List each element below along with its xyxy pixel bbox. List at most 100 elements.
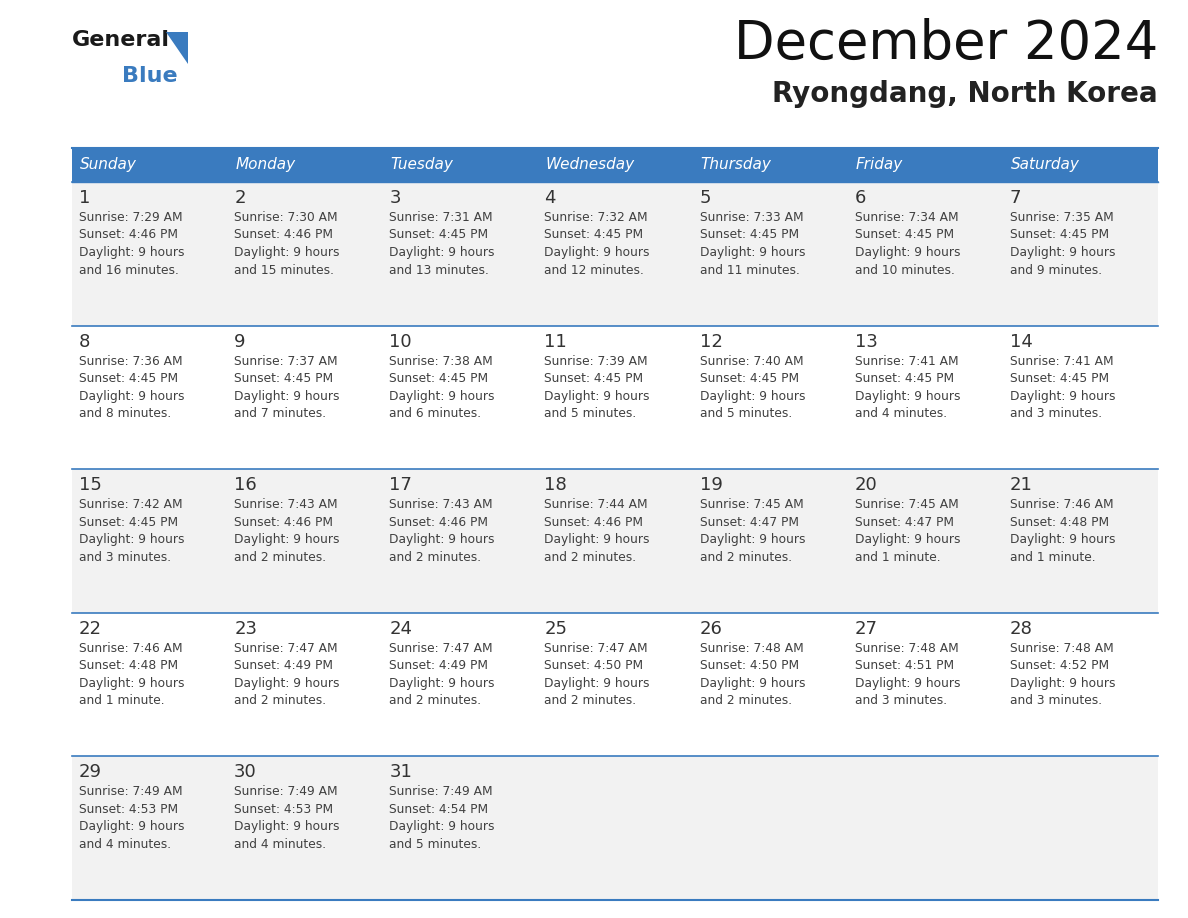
Text: and 15 minutes.: and 15 minutes. xyxy=(234,263,334,276)
Text: 22: 22 xyxy=(78,620,102,638)
Text: Saturday: Saturday xyxy=(1011,158,1080,173)
Text: Sunset: 4:45 PM: Sunset: 4:45 PM xyxy=(390,372,488,385)
Text: Sunrise: 7:39 AM: Sunrise: 7:39 AM xyxy=(544,354,647,367)
Text: 7: 7 xyxy=(1010,189,1022,207)
Text: 6: 6 xyxy=(854,189,866,207)
Bar xyxy=(537,148,693,182)
Bar xyxy=(72,326,1158,469)
Text: 29: 29 xyxy=(78,764,102,781)
Text: Daylight: 9 hours: Daylight: 9 hours xyxy=(544,389,650,403)
Text: Monday: Monday xyxy=(235,158,296,173)
Text: Daylight: 9 hours: Daylight: 9 hours xyxy=(78,821,184,834)
Text: Daylight: 9 hours: Daylight: 9 hours xyxy=(390,389,494,403)
Text: Daylight: 9 hours: Daylight: 9 hours xyxy=(234,389,340,403)
Text: Sunrise: 7:40 AM: Sunrise: 7:40 AM xyxy=(700,354,803,367)
Text: and 2 minutes.: and 2 minutes. xyxy=(390,551,481,564)
Text: and 9 minutes.: and 9 minutes. xyxy=(1010,263,1102,276)
Text: and 12 minutes.: and 12 minutes. xyxy=(544,263,644,276)
Text: Daylight: 9 hours: Daylight: 9 hours xyxy=(78,677,184,689)
Text: Sunrise: 7:46 AM: Sunrise: 7:46 AM xyxy=(1010,498,1113,511)
Text: Sunrise: 7:49 AM: Sunrise: 7:49 AM xyxy=(234,786,337,799)
Text: December 2024: December 2024 xyxy=(734,18,1158,70)
Text: and 4 minutes.: and 4 minutes. xyxy=(234,838,327,851)
Text: Sunset: 4:45 PM: Sunset: 4:45 PM xyxy=(1010,229,1108,241)
Text: Sunrise: 7:44 AM: Sunrise: 7:44 AM xyxy=(544,498,647,511)
Text: Daylight: 9 hours: Daylight: 9 hours xyxy=(78,389,184,403)
Text: Daylight: 9 hours: Daylight: 9 hours xyxy=(544,533,650,546)
Text: Sunday: Sunday xyxy=(80,158,137,173)
Bar xyxy=(72,756,1158,900)
Text: 4: 4 xyxy=(544,189,556,207)
Text: Sunrise: 7:48 AM: Sunrise: 7:48 AM xyxy=(1010,642,1113,655)
Text: and 3 minutes.: and 3 minutes. xyxy=(1010,694,1102,707)
Bar xyxy=(383,148,537,182)
Text: and 7 minutes.: and 7 minutes. xyxy=(234,407,327,420)
Text: Sunrise: 7:43 AM: Sunrise: 7:43 AM xyxy=(390,498,493,511)
Text: Sunset: 4:45 PM: Sunset: 4:45 PM xyxy=(854,372,954,385)
Text: 18: 18 xyxy=(544,476,567,494)
Text: and 5 minutes.: and 5 minutes. xyxy=(544,407,637,420)
Text: Sunset: 4:53 PM: Sunset: 4:53 PM xyxy=(234,803,334,816)
Polygon shape xyxy=(166,32,188,64)
Text: Daylight: 9 hours: Daylight: 9 hours xyxy=(234,533,340,546)
Text: Sunset: 4:45 PM: Sunset: 4:45 PM xyxy=(700,229,798,241)
Text: and 4 minutes.: and 4 minutes. xyxy=(854,407,947,420)
Text: Sunset: 4:45 PM: Sunset: 4:45 PM xyxy=(700,372,798,385)
Text: and 16 minutes.: and 16 minutes. xyxy=(78,263,179,276)
Text: 5: 5 xyxy=(700,189,712,207)
Text: Daylight: 9 hours: Daylight: 9 hours xyxy=(390,677,494,689)
Text: 26: 26 xyxy=(700,620,722,638)
Text: Sunset: 4:45 PM: Sunset: 4:45 PM xyxy=(390,229,488,241)
Text: Sunrise: 7:29 AM: Sunrise: 7:29 AM xyxy=(78,211,183,224)
Text: and 3 minutes.: and 3 minutes. xyxy=(78,551,171,564)
Text: Sunset: 4:46 PM: Sunset: 4:46 PM xyxy=(390,516,488,529)
Text: Tuesday: Tuesday xyxy=(391,158,453,173)
Text: 11: 11 xyxy=(544,332,567,351)
Text: Sunrise: 7:42 AM: Sunrise: 7:42 AM xyxy=(78,498,183,511)
Text: Daylight: 9 hours: Daylight: 9 hours xyxy=(700,533,805,546)
Text: Sunrise: 7:45 AM: Sunrise: 7:45 AM xyxy=(854,498,959,511)
Text: and 3 minutes.: and 3 minutes. xyxy=(1010,407,1102,420)
Text: Sunrise: 7:48 AM: Sunrise: 7:48 AM xyxy=(700,642,803,655)
Text: Sunrise: 7:48 AM: Sunrise: 7:48 AM xyxy=(854,642,959,655)
Text: Sunset: 4:54 PM: Sunset: 4:54 PM xyxy=(390,803,488,816)
Text: and 3 minutes.: and 3 minutes. xyxy=(854,694,947,707)
Text: and 1 minute.: and 1 minute. xyxy=(78,694,165,707)
Text: Daylight: 9 hours: Daylight: 9 hours xyxy=(1010,389,1116,403)
Text: Sunset: 4:46 PM: Sunset: 4:46 PM xyxy=(544,516,644,529)
Text: and 2 minutes.: and 2 minutes. xyxy=(700,694,791,707)
Text: Sunset: 4:51 PM: Sunset: 4:51 PM xyxy=(854,659,954,672)
Text: Daylight: 9 hours: Daylight: 9 hours xyxy=(390,821,494,834)
Bar xyxy=(848,148,1003,182)
Text: Sunrise: 7:36 AM: Sunrise: 7:36 AM xyxy=(78,354,183,367)
Text: Daylight: 9 hours: Daylight: 9 hours xyxy=(1010,533,1116,546)
Text: 9: 9 xyxy=(234,332,246,351)
Text: Daylight: 9 hours: Daylight: 9 hours xyxy=(78,533,184,546)
Text: and 6 minutes.: and 6 minutes. xyxy=(390,407,481,420)
Text: Sunset: 4:49 PM: Sunset: 4:49 PM xyxy=(390,659,488,672)
Text: Sunset: 4:48 PM: Sunset: 4:48 PM xyxy=(78,659,178,672)
Text: Sunrise: 7:45 AM: Sunrise: 7:45 AM xyxy=(700,498,803,511)
Text: Friday: Friday xyxy=(855,158,903,173)
Text: Sunset: 4:52 PM: Sunset: 4:52 PM xyxy=(1010,659,1108,672)
Text: and 8 minutes.: and 8 minutes. xyxy=(78,407,171,420)
Text: and 11 minutes.: and 11 minutes. xyxy=(700,263,800,276)
Text: Sunset: 4:49 PM: Sunset: 4:49 PM xyxy=(234,659,333,672)
Text: Sunrise: 7:47 AM: Sunrise: 7:47 AM xyxy=(544,642,647,655)
Text: Sunset: 4:46 PM: Sunset: 4:46 PM xyxy=(234,229,333,241)
Text: Sunset: 4:53 PM: Sunset: 4:53 PM xyxy=(78,803,178,816)
Text: Daylight: 9 hours: Daylight: 9 hours xyxy=(700,677,805,689)
Text: Sunrise: 7:37 AM: Sunrise: 7:37 AM xyxy=(234,354,337,367)
Text: and 2 minutes.: and 2 minutes. xyxy=(700,551,791,564)
Text: Sunrise: 7:34 AM: Sunrise: 7:34 AM xyxy=(854,211,959,224)
Text: Thursday: Thursday xyxy=(701,158,771,173)
Text: Sunset: 4:47 PM: Sunset: 4:47 PM xyxy=(854,516,954,529)
Text: Sunrise: 7:32 AM: Sunrise: 7:32 AM xyxy=(544,211,647,224)
Text: Daylight: 9 hours: Daylight: 9 hours xyxy=(78,246,184,259)
Text: Sunset: 4:48 PM: Sunset: 4:48 PM xyxy=(1010,516,1108,529)
Text: Sunset: 4:45 PM: Sunset: 4:45 PM xyxy=(78,372,178,385)
Text: 16: 16 xyxy=(234,476,257,494)
Text: 25: 25 xyxy=(544,620,568,638)
Text: 23: 23 xyxy=(234,620,257,638)
Bar xyxy=(72,613,1158,756)
